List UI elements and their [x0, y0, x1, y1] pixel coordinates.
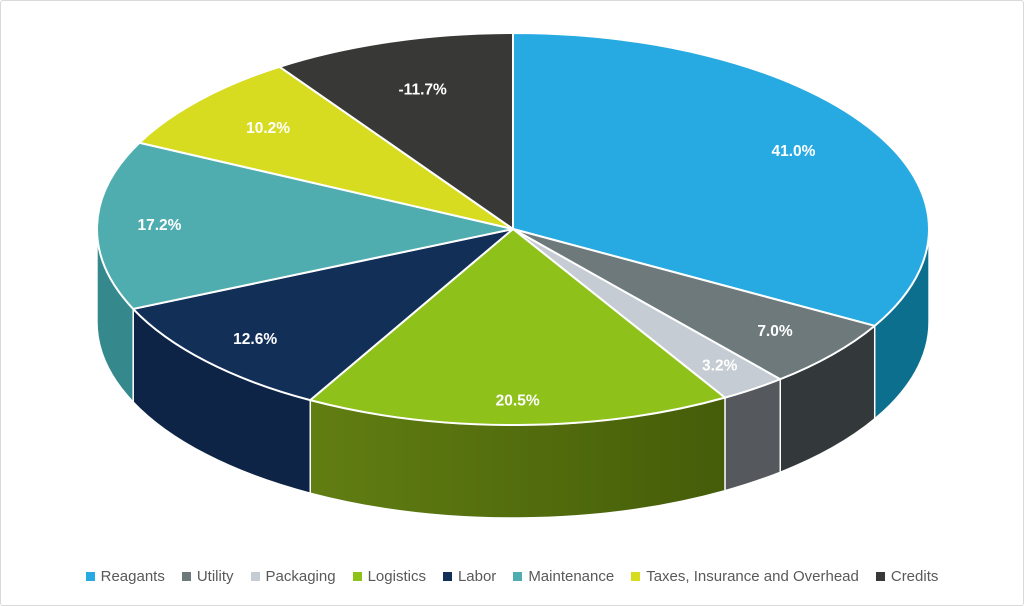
data-label-reagants: 41.0% [771, 143, 815, 160]
data-label-maintenance: 17.2% [137, 217, 181, 234]
legend-swatch-reagants [85, 571, 95, 581]
legend-label-logistics: Logistics [367, 567, 426, 585]
legend-item-reagants[interactable]: Reagants [85, 567, 165, 585]
pie-slice-utility[interactable] [512, 228, 876, 381]
legend-label-credits: Credits [890, 567, 939, 585]
legend-label-labor: Labor [457, 567, 497, 585]
chart-legend: Reagants Utility Packaging Logistics Labor Ma… [1, 563, 1023, 589]
legend-swatch-labor [442, 571, 452, 581]
pie-chart: 41.0% 7.0% 3.2% 20.5% 12.6% 17.2% 10.2% -11.7% [96, 32, 930, 519]
legend-item-maintenance[interactable]: Maintenance [513, 568, 614, 585]
pie-slice-logistics[interactable] [309, 228, 726, 426]
data-label-credits: -11.7% [399, 81, 447, 98]
legend-item-logistics[interactable]: Logistics [352, 567, 426, 585]
legend-swatch-packaging [250, 571, 260, 581]
legend-label-packaging: Packaging [265, 567, 336, 585]
legend-swatch-maintenance [513, 571, 523, 581]
legend-label-taxes-insurance-and-overhead: Taxes, Insurance and Overhead [646, 567, 859, 585]
data-label-logistics: 20.5% [496, 393, 540, 410]
legend-item-credits[interactable]: Credits [875, 567, 939, 585]
legend-label-reagants: Reagants [100, 567, 165, 585]
pie-slice-labor[interactable] [132, 228, 514, 402]
pie-slice-credits[interactable] [278, 32, 514, 230]
data-label-labor: 12.6% [233, 331, 277, 348]
data-label-packaging: 3.2% [702, 358, 738, 375]
legend-swatch-utility [181, 571, 191, 581]
data-label-taxes-insurance-and-overhead: 10.2% [246, 120, 290, 137]
legend-label-utility: Utility [196, 567, 234, 585]
legend-swatch-taxes-insurance-and-overhead [631, 571, 641, 581]
pie-slice-taxes-insurance-and-overhead[interactable] [138, 65, 514, 230]
data-label-utility: 7.0% [757, 323, 793, 340]
pie-slice-reagants[interactable] [512, 32, 930, 327]
legend-item-taxes-insurance-and-overhead[interactable]: Taxes, Insurance and Overhead [631, 568, 859, 585]
legend-label-maintenance: Maintenance [528, 567, 615, 585]
legend-swatch-logistics [352, 571, 362, 581]
legend-item-utility[interactable]: Utility [181, 567, 234, 585]
legend-item-packaging[interactable]: Packaging [250, 567, 336, 585]
legend-swatch-credits [875, 571, 885, 581]
legend-item-labor[interactable]: Labor [442, 567, 497, 585]
pie-slice-maintenance[interactable] [96, 141, 514, 310]
